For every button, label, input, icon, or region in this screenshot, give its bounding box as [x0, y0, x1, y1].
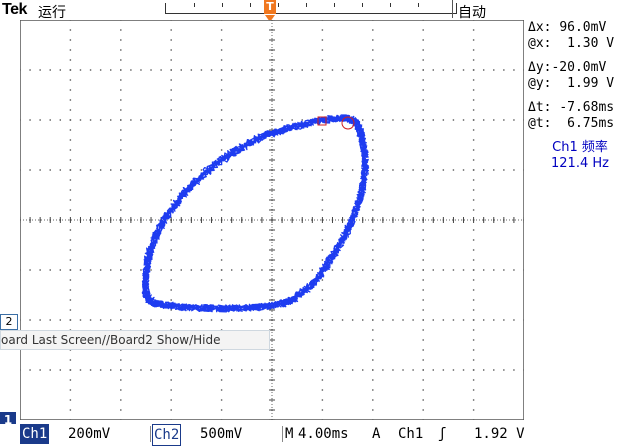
trigger-position-marker[interactable]: T — [264, 0, 276, 14]
delta-t-row: Δt: -7.68ms — [528, 100, 615, 115]
trigger-source: Ch1 — [398, 426, 424, 442]
delta-y-row: Δy:-20.0mV — [528, 60, 607, 75]
top-status-bar: Tek 运行 T 自动 — [0, 0, 632, 22]
frequency-value: 121.4 Hz — [551, 156, 609, 171]
trigger-position-bar — [165, 3, 457, 14]
trigger-level: 1.92 V — [474, 426, 525, 442]
waveform-screen — [20, 20, 524, 420]
at-x-row: @x: 1.30 V — [528, 36, 615, 51]
ch2-label[interactable]: Ch2 — [152, 424, 182, 446]
run-state: 运行 — [38, 5, 66, 21]
ch1-label[interactable]: Ch1 — [20, 424, 50, 444]
timebase-value: 4.00ms — [298, 426, 349, 442]
cursor-markers — [317, 116, 355, 130]
bottom-status-bar: Ch1 200mV Ch2 500mV M 4.00ms A Ch1 ʃ 1.9… — [0, 424, 632, 446]
cursor-1-marker — [317, 116, 327, 126]
trigger-mode: 自动 — [458, 5, 486, 21]
frequency-label: Ch1 频率 — [552, 140, 608, 155]
at-y-row: @y: 1.99 V — [528, 76, 615, 91]
divider — [282, 426, 283, 442]
acquisition-label: A — [372, 426, 381, 442]
cursor-readout-panel: Δx: 96.0mV @x: 1.30 V Δy:-20.0mV @y: 1.9… — [528, 20, 632, 172]
delta-x-row: Δx: 96.0mV — [528, 20, 607, 35]
at-t-row: @t: 6.75ms — [528, 116, 615, 131]
divider — [150, 426, 151, 442]
board-overlay-tooltip: oard Last Screen//Board2 Show/Hide — [0, 330, 270, 350]
xy-trace — [141, 114, 370, 313]
timebase-label: M — [285, 426, 294, 442]
ch1-scale: 200mV — [68, 426, 111, 442]
ch2-scale: 500mV — [200, 426, 243, 442]
ch2-ground-marker[interactable]: 2 — [0, 314, 18, 330]
divider — [452, 0, 453, 18]
brand-logo: Tek — [2, 1, 27, 18]
trigger-slope-icon: ʃ — [438, 426, 447, 442]
trigger-arrow-icon — [265, 15, 275, 22]
graticule-grid — [20, 20, 524, 420]
cursor-2-marker — [341, 116, 355, 130]
